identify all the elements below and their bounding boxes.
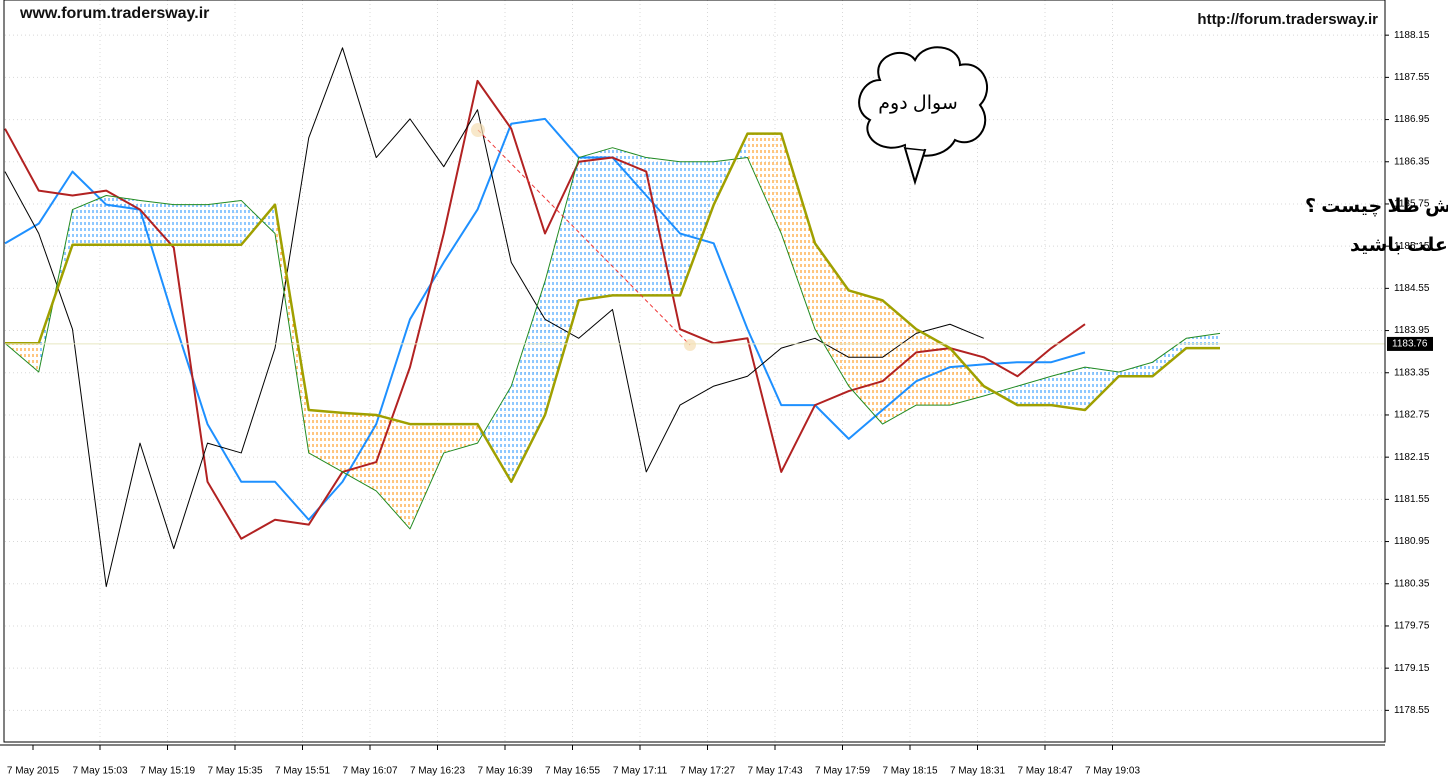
current-price-box <box>1387 336 1433 351</box>
x-tick-label: 7 May 16:07 <box>342 766 397 777</box>
cloud-segment <box>410 424 444 529</box>
cloud-segment <box>545 157 579 415</box>
cloud-segment <box>106 195 140 245</box>
plot-frame <box>3 0 1386 743</box>
y-tick-label: 1180.95 <box>1394 536 1430 547</box>
x-tick-label: 7 May 19:03 <box>1085 766 1140 777</box>
cloud-segment <box>916 329 950 406</box>
x-tick-label: 7 May 17:59 <box>815 766 870 777</box>
cloud-segment <box>477 386 512 482</box>
y-tick-label: 1182.15 <box>1394 452 1430 463</box>
y-tick-label: 1178.55 <box>1394 705 1430 716</box>
x-tick-label: 7 May 17:43 <box>747 766 802 777</box>
x-tick-label: 7 May 16:23 <box>410 766 465 777</box>
x-tick-label: 7 May 16:55 <box>545 766 600 777</box>
y-tick-label: 1188.15 <box>1394 30 1430 41</box>
indicator-line <box>4 147 1221 530</box>
x-tick-label: 7 May 15:51 <box>275 766 330 777</box>
y-tick-label: 1185.15 <box>1394 241 1430 252</box>
cloud-segment <box>1152 338 1187 377</box>
y-tick-label: 1183.35 <box>1394 367 1430 378</box>
y-tick-label: 1186.95 <box>1394 114 1430 125</box>
cloud-segment <box>646 157 680 296</box>
axes: 1188.15 1187.55 1186.95 1186.35 1185.75 1185.… <box>7 30 1433 777</box>
x-tick-label: 7 May 18:31 <box>950 766 1005 777</box>
marker <box>684 339 696 351</box>
y-tick-label: 1180.35 <box>1394 578 1430 589</box>
hint: راهنمایی : با تغییر تایم فریم به دنبال ع… <box>1350 235 1448 256</box>
x-tick-label: 7 May 18:47 <box>1017 766 1072 777</box>
question: دلیل ورود به معامله فروش طلا چیست ؟ <box>1305 196 1448 217</box>
y-tick-label: 1179.15 <box>1394 663 1430 674</box>
indicator-line <box>4 117 1086 521</box>
cloud-segment <box>680 161 714 296</box>
speech-bubble <box>858 46 989 186</box>
cloud-segment <box>1051 367 1085 411</box>
current-price-label: 1183.76 <box>1392 339 1428 350</box>
trend-line <box>477 129 691 346</box>
cloud-segment <box>173 204 208 245</box>
cloud-segment <box>443 424 478 453</box>
marker <box>471 123 485 137</box>
cloud-segment <box>781 133 815 330</box>
x-tick-label: 7 May 17:11 <box>613 766 668 777</box>
indicator-line <box>4 79 1086 540</box>
cloud-segment <box>207 200 242 245</box>
x-tick-label: 7 May 15:19 <box>140 766 195 777</box>
cloud-segment <box>1186 333 1220 349</box>
x-tick-label: 7 May 17:27 <box>680 766 735 777</box>
cloud-segment <box>950 348 984 406</box>
y-tick-label: 1184.55 <box>1394 283 1430 294</box>
cloud-segment <box>1118 362 1153 377</box>
cloud-segment <box>578 147 613 301</box>
x-tick-label: 7 May 2015 <box>7 766 60 777</box>
x-tick-label: 7 May 15:03 <box>72 766 127 777</box>
y-tick-label: 1187.55 <box>1394 72 1430 83</box>
indicator-line <box>4 47 984 588</box>
cloud-segment <box>275 204 309 453</box>
site-left: www.forum.tradersway.ir <box>19 5 209 22</box>
y-tick-label: 1186.35 <box>1394 156 1430 167</box>
cloud-segment <box>72 195 107 245</box>
y-tick-label: 1181.55 <box>1394 494 1430 505</box>
y-tick-label: 1185.75 <box>1394 199 1430 210</box>
y-tick-label: 1182.75 <box>1394 410 1430 421</box>
indicator-line <box>5 132 1220 484</box>
x-tick-label: 7 May 18:15 <box>882 766 937 777</box>
x-tick-label: 7 May 15:35 <box>207 766 262 777</box>
bubble-text: سوال دوم <box>878 93 958 114</box>
cloud-segment <box>1017 376 1052 406</box>
site-right: http://forum.tradersway.ir <box>1197 11 1378 28</box>
y-tick-label: 1179.75 <box>1394 621 1430 632</box>
y-tick-label: 1183.95 <box>1394 325 1430 336</box>
cloud-segment <box>140 200 174 245</box>
cloud-segment <box>747 133 782 234</box>
cloud-segment <box>882 300 917 425</box>
x-tick-label: 7 May 16:39 <box>477 766 532 777</box>
cloud-segment <box>1085 367 1119 411</box>
cloud-segment <box>308 410 343 472</box>
